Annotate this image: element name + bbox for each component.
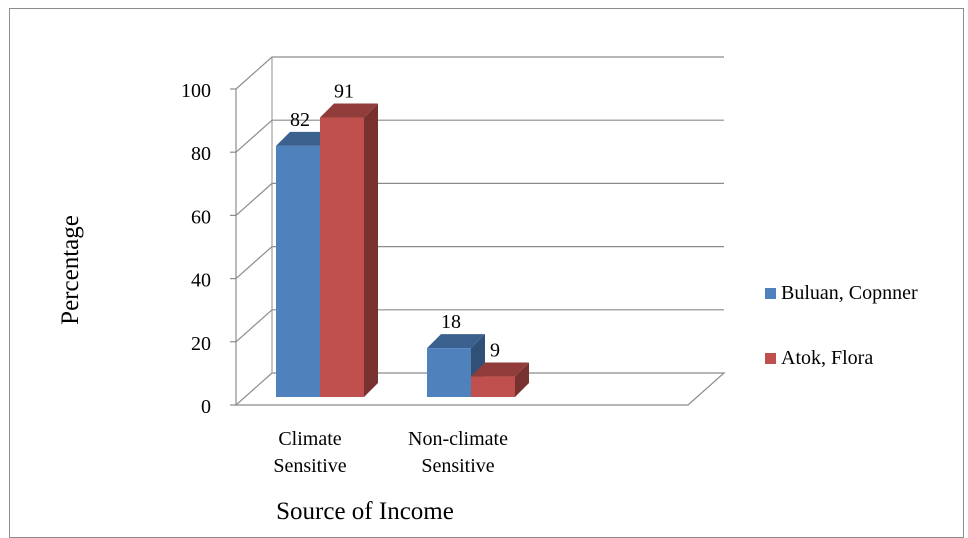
x-tick-label: Climate	[278, 428, 341, 450]
axes	[230, 57, 726, 406]
bar	[471, 376, 515, 397]
x-tick-label: Non-climate	[408, 428, 508, 450]
x-tick-label: Sensitive	[273, 455, 346, 477]
bar-top	[471, 362, 529, 377]
x-axis-title: Source of Income	[276, 498, 454, 525]
bar	[320, 117, 364, 397]
data-label: 18	[441, 311, 461, 333]
data-labels: 82 91 18 9	[290, 80, 500, 361]
bar-top	[276, 131, 334, 146]
legend-label: Buluan, Copnner	[781, 282, 918, 304]
x-tick-label: Sensitive	[421, 455, 494, 477]
bar	[276, 145, 320, 397]
bar	[427, 348, 471, 397]
bar-side	[515, 362, 529, 397]
y-tick-label: 20	[191, 333, 211, 355]
gridline-100	[235, 56, 724, 90]
floor	[234, 372, 726, 406]
legend-swatch	[765, 353, 776, 364]
x-tick-labels: Climate Sensitive Non-climate Sensitive	[273, 428, 508, 477]
bar-top	[320, 103, 378, 118]
y-tick-label: 80	[191, 143, 211, 165]
data-label: 9	[490, 340, 500, 362]
data-label: 91	[334, 80, 354, 102]
bar-top	[427, 334, 485, 349]
data-label: 82	[290, 109, 310, 131]
bar-side	[364, 103, 378, 397]
chart-frame	[9, 8, 964, 538]
y-tick-label: 100	[181, 80, 211, 102]
legend-label: Atok, Flora	[781, 347, 873, 369]
legend: Buluan, Copnner Atok, Flora	[765, 282, 918, 369]
legend-swatch	[765, 288, 776, 299]
y-axis-title: Percentage	[57, 215, 84, 325]
y-tick-label: 40	[191, 270, 211, 292]
y-tick-label: 0	[201, 396, 211, 418]
y-tick-label: 60	[191, 206, 211, 228]
y-tick-labels: 0 20 40 60 80 100	[181, 80, 211, 418]
bars	[276, 103, 529, 397]
